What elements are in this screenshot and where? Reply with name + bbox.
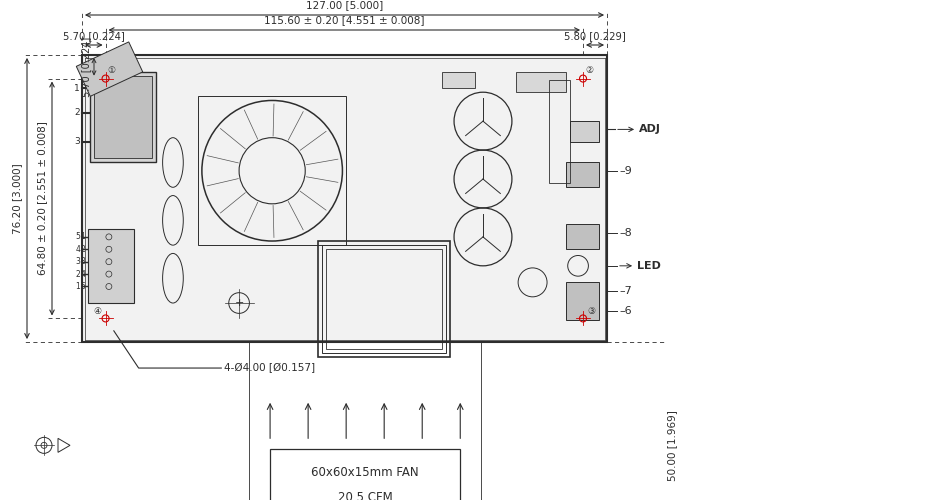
- Bar: [516, 72, 565, 92]
- Bar: [95, 76, 152, 158]
- Text: 127.00 [5.000]: 127.00 [5.000]: [306, 0, 384, 10]
- Bar: [565, 162, 599, 188]
- Text: 4: 4: [75, 245, 80, 254]
- Text: 5: 5: [80, 282, 85, 291]
- Text: 1: 1: [80, 232, 85, 241]
- Text: –6: –6: [619, 306, 632, 316]
- Bar: [198, 96, 347, 245]
- Bar: [322, 245, 446, 353]
- Text: 5.70 [0.224]: 5.70 [0.224]: [63, 31, 125, 41]
- Text: LED: LED: [637, 261, 661, 271]
- Bar: [317, 241, 450, 357]
- Text: 1: 1: [74, 84, 80, 92]
- Text: 3: 3: [75, 257, 80, 266]
- Bar: [570, 121, 599, 142]
- Text: 60x60x15mm FAN: 60x60x15mm FAN: [312, 466, 419, 479]
- Bar: [82, 55, 607, 342]
- Text: –9: –9: [619, 166, 632, 175]
- Text: 2: 2: [75, 270, 80, 278]
- Bar: [565, 224, 599, 250]
- Text: 2: 2: [75, 108, 80, 118]
- Bar: [90, 72, 156, 162]
- Text: ④: ④: [94, 308, 101, 316]
- Bar: [549, 80, 570, 183]
- Text: ③: ③: [587, 308, 595, 316]
- Bar: [326, 249, 442, 349]
- Text: 20.5 CFM: 20.5 CFM: [338, 490, 393, 500]
- Text: 50.00 [1.969]: 50.00 [1.969]: [667, 410, 677, 481]
- Text: 5.80 [0.229]: 5.80 [0.229]: [564, 31, 626, 41]
- Bar: [88, 228, 134, 303]
- Text: ①: ①: [108, 66, 116, 74]
- Text: 115.60 ± 0.20 [4.551 ± 0.008]: 115.60 ± 0.20 [4.551 ± 0.008]: [264, 15, 424, 25]
- Text: 76.20 [3.000]: 76.20 [3.000]: [12, 163, 22, 234]
- Text: ADJ: ADJ: [639, 124, 661, 134]
- Bar: [565, 282, 599, 320]
- Text: 5: 5: [75, 232, 80, 241]
- Text: 4-Ø4.00 [Ø0.157]: 4-Ø4.00 [Ø0.157]: [224, 363, 315, 373]
- Bar: [270, 450, 460, 500]
- Text: 3: 3: [74, 138, 80, 146]
- Text: 2: 2: [80, 245, 85, 254]
- Text: 3: 3: [80, 257, 85, 266]
- Text: ②: ②: [585, 66, 593, 74]
- Text: –7: –7: [619, 286, 632, 296]
- Text: 5.70 [0.224]: 5.70 [0.224]: [81, 36, 91, 97]
- Bar: [77, 42, 143, 96]
- Text: 64.80 ± 0.20 [2.551 ± 0.008]: 64.80 ± 0.20 [2.551 ± 0.008]: [37, 122, 47, 276]
- Text: 4: 4: [80, 270, 85, 278]
- Bar: [441, 72, 474, 88]
- Text: –8: –8: [619, 228, 632, 238]
- Text: 1: 1: [75, 282, 80, 291]
- Text: +: +: [235, 298, 243, 308]
